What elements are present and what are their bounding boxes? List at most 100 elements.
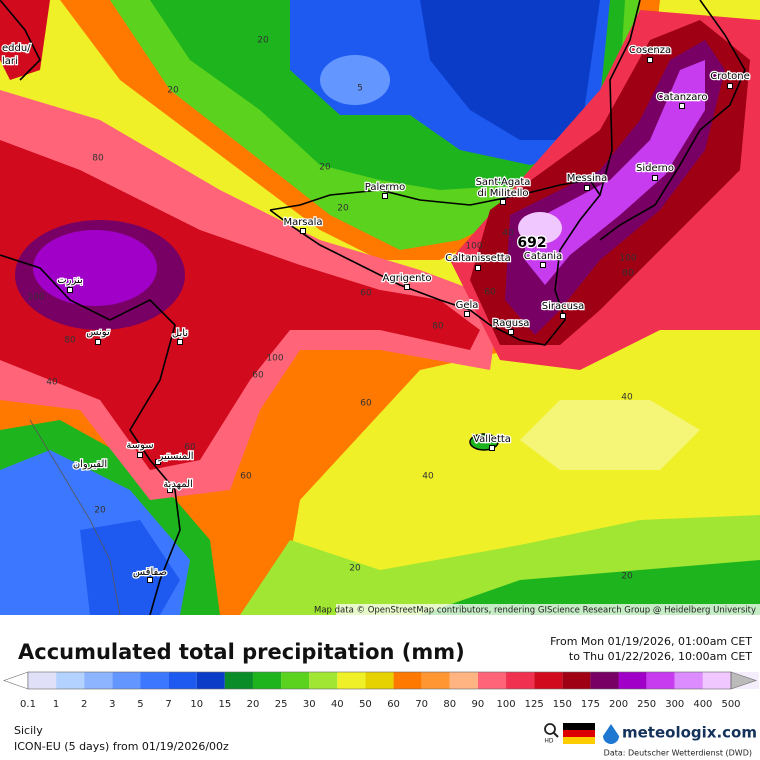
flag: [563, 737, 595, 744]
color-swatch: [168, 672, 197, 689]
city-label: المنستير: [157, 451, 193, 462]
city-label: eddu/: [2, 43, 31, 54]
city-dot: [652, 175, 658, 181]
color-swatch: [252, 672, 282, 689]
contour-label: 40: [422, 472, 434, 482]
contour-label: 20: [167, 86, 179, 96]
color-swatch: [281, 672, 310, 689]
colorbar-tick-label: 150: [553, 699, 572, 710]
colorbar-tick-label: 100: [496, 699, 515, 710]
flag: [563, 730, 595, 737]
flag: [563, 723, 595, 730]
source: Data: Deutscher Wetterdienst (DWD): [604, 749, 752, 758]
city-dot: [404, 284, 410, 290]
color-swatch: [590, 672, 619, 689]
map: [0, 0, 760, 615]
time-from: From Mon 01/19/2026, 01:00am CET: [550, 635, 752, 648]
color-swatch: [674, 672, 703, 689]
model: ICON-EU (5 days) from 01/19/2026/00z: [14, 740, 229, 753]
contour-label: 20: [319, 163, 331, 173]
colorbar-arrow: [3, 671, 29, 690]
colorbar-tick-label: 90: [472, 699, 485, 710]
city-label: Sant'Agata: [476, 177, 531, 188]
colorbar-tick-label: 400: [693, 699, 712, 710]
colorbar-tick-label: 1: [53, 699, 59, 710]
city-label: Agrigento: [383, 273, 432, 284]
city-dot: [382, 193, 388, 199]
city-dot: [147, 577, 153, 583]
yellow-area: [520, 400, 700, 470]
city-label: Marsala: [283, 217, 322, 228]
city-dot: [67, 287, 73, 293]
color-swatch: [309, 672, 338, 689]
color-swatch: [112, 672, 141, 689]
border: [29, 419, 121, 615]
city-label: تونس: [86, 327, 110, 338]
color-swatch: [562, 672, 591, 689]
time-to: to Thu 01/22/2026, 10:00am CET: [569, 650, 752, 663]
city-label: Siderno: [636, 163, 674, 174]
city-dot: [464, 311, 470, 317]
city-label: القيروان: [73, 459, 107, 470]
colorbar: 0.1 1 2 3 5 7 10 15 20 25 30 40 50 60 70 80 90 100 125 150 1…: [3, 671, 760, 710]
city-label: Palermo: [365, 182, 405, 193]
zoom-icon[interactable]: [544, 723, 556, 735]
brand[interactable]: meteologix.com: [622, 724, 757, 742]
city-dot: [560, 313, 566, 319]
colorbar-tick-label: 175: [581, 699, 600, 710]
city-label: صفاقس: [133, 567, 167, 578]
city-dot: [137, 452, 143, 458]
color-swatch: [477, 672, 507, 689]
colorbar-tick-label: 3: [109, 699, 115, 710]
color-swatch: [421, 672, 450, 689]
color-swatch: [506, 672, 535, 689]
hd: HD: [544, 738, 554, 745]
contour-label: 20: [94, 506, 106, 516]
city-label: Cosenza: [629, 45, 671, 56]
colorbar-tick-label: 50: [359, 699, 372, 710]
contour-label: 60: [360, 289, 372, 299]
city-label: di Militello: [477, 188, 528, 199]
coastline: [599, 0, 746, 241]
contour-label: 20: [337, 204, 349, 214]
color-swatch: [84, 672, 113, 689]
city-label: Siracusa: [542, 301, 585, 312]
contour-label: 5: [357, 84, 363, 94]
colorbar-tick-label: 5: [137, 699, 143, 710]
coastline: [0, 0, 41, 81]
colorbar-tick-label: 250: [637, 699, 656, 710]
city-label: Gela: [456, 300, 479, 311]
color-swatch: [28, 672, 57, 689]
city-dot: [679, 103, 685, 109]
colorbar-tick-label: 80: [443, 699, 456, 710]
region: Sicily: [14, 724, 43, 737]
colorbar-tick-label: 7: [165, 699, 171, 710]
attribution-bg: [336, 604, 760, 615]
city-label: Valletta: [473, 434, 511, 445]
city-dot: [489, 445, 495, 451]
colorbar-tick-label: 15: [218, 699, 231, 710]
contour-label: 100: [465, 242, 482, 252]
city-label: lari: [2, 56, 18, 67]
contour-label: 60: [252, 371, 264, 381]
contour-label: 60: [484, 288, 496, 298]
purple-area: [33, 230, 157, 306]
colorbar-tick-label: 60: [387, 699, 400, 710]
city-dot: [500, 199, 506, 205]
color-swatch: [140, 672, 169, 689]
city-label: Ragusa: [493, 318, 530, 329]
logo-drop: [603, 724, 619, 744]
red-area: [0, 0, 50, 80]
city-dot: [475, 265, 481, 271]
coastline: [269, 179, 601, 346]
blue-area: [420, 0, 600, 140]
color-swatch: [393, 672, 422, 689]
color-swatch: [449, 672, 478, 689]
contour-label: 80: [432, 322, 444, 332]
city-dot: [727, 83, 733, 89]
contour-label: 80: [92, 154, 104, 164]
city-label: المهدية: [163, 479, 193, 490]
colorbar-tick-label: 70: [415, 699, 428, 710]
coastline: [0, 254, 181, 615]
